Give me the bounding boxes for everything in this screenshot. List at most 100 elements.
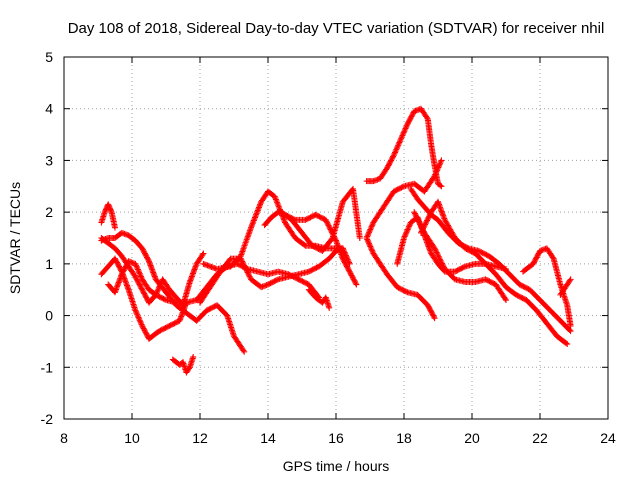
data-point	[272, 277, 279, 284]
data-point	[139, 324, 146, 331]
data-point	[423, 114, 430, 121]
data-point	[112, 224, 118, 231]
data-point	[339, 245, 346, 252]
data-point	[105, 202, 112, 209]
data-point	[404, 226, 411, 233]
data-point	[403, 124, 410, 131]
data-point	[273, 277, 280, 284]
data-point	[272, 196, 279, 203]
data-point	[414, 216, 421, 223]
data-point	[406, 222, 413, 229]
data-point	[239, 259, 246, 266]
data-point	[137, 320, 144, 327]
data-point	[142, 293, 149, 300]
data-point	[439, 260, 446, 267]
data-point	[274, 200, 281, 207]
data-point	[310, 266, 317, 273]
data-point	[143, 254, 150, 261]
data-point	[341, 258, 348, 265]
data-point	[435, 253, 442, 260]
data-point	[485, 277, 492, 284]
data-point	[366, 227, 373, 234]
data-point	[386, 161, 393, 168]
data-point	[430, 312, 437, 319]
data-point	[308, 213, 315, 220]
data-point	[426, 213, 433, 220]
data-point	[424, 217, 431, 224]
data-point	[239, 258, 246, 265]
data-point	[250, 217, 257, 224]
data-point	[403, 288, 410, 295]
data-point	[427, 307, 434, 314]
data-point	[532, 256, 539, 263]
data-point	[367, 244, 374, 251]
data-point	[139, 286, 146, 293]
data-point	[106, 205, 113, 212]
data-point	[248, 223, 255, 230]
data-point	[141, 250, 148, 257]
data-point	[530, 259, 537, 266]
data-point	[143, 253, 150, 260]
data-point	[368, 223, 375, 230]
data-point	[119, 269, 126, 276]
data-point	[426, 304, 433, 311]
data-point	[137, 273, 144, 280]
data-point	[112, 255, 118, 262]
data-point	[407, 116, 414, 123]
data-point	[255, 204, 262, 211]
data-point	[305, 268, 312, 275]
data-point	[275, 203, 282, 210]
data-point	[421, 222, 428, 229]
data-point	[426, 306, 433, 313]
data-point	[428, 308, 435, 315]
data-point	[275, 202, 282, 209]
data-point	[251, 216, 258, 223]
data-point	[250, 218, 257, 225]
data-point	[432, 248, 439, 255]
data-point	[475, 247, 482, 254]
data-point	[114, 259, 121, 266]
data-point	[460, 264, 467, 271]
data-point	[351, 277, 358, 284]
data-point	[402, 230, 409, 237]
y-tick-label: 3	[45, 152, 53, 168]
data-point	[399, 183, 406, 190]
data-point	[398, 286, 405, 293]
data-point	[135, 278, 142, 285]
data-point	[438, 157, 445, 164]
data-point	[240, 347, 247, 354]
data-point	[401, 128, 408, 135]
data-point	[424, 302, 431, 309]
data-point	[140, 247, 147, 254]
data-point	[349, 273, 356, 280]
data-point	[366, 242, 373, 249]
data-point	[422, 220, 429, 227]
data-point	[567, 276, 574, 283]
data-point	[299, 278, 306, 285]
data-point	[466, 247, 473, 254]
data-point	[369, 247, 376, 254]
data-point	[366, 229, 373, 236]
x-tick-label: 10	[124, 430, 140, 446]
data-point	[397, 136, 404, 143]
data-point	[345, 267, 352, 274]
data-point	[396, 139, 403, 146]
x-tick-label: 20	[464, 430, 480, 446]
x-tick-label: 14	[260, 430, 276, 446]
series-s3	[98, 255, 190, 342]
data-point	[531, 258, 538, 265]
data-point	[251, 214, 258, 221]
data-point	[243, 268, 250, 275]
data-point	[139, 246, 146, 253]
data-point	[404, 227, 411, 234]
data-point	[434, 165, 441, 172]
data-point	[346, 268, 353, 275]
data-point	[401, 233, 408, 240]
data-point	[161, 296, 168, 303]
data-point	[350, 276, 357, 283]
data-point	[397, 185, 404, 192]
data-point	[118, 271, 125, 278]
data-point	[392, 149, 399, 156]
data-point	[405, 223, 412, 230]
data-point	[257, 201, 264, 208]
